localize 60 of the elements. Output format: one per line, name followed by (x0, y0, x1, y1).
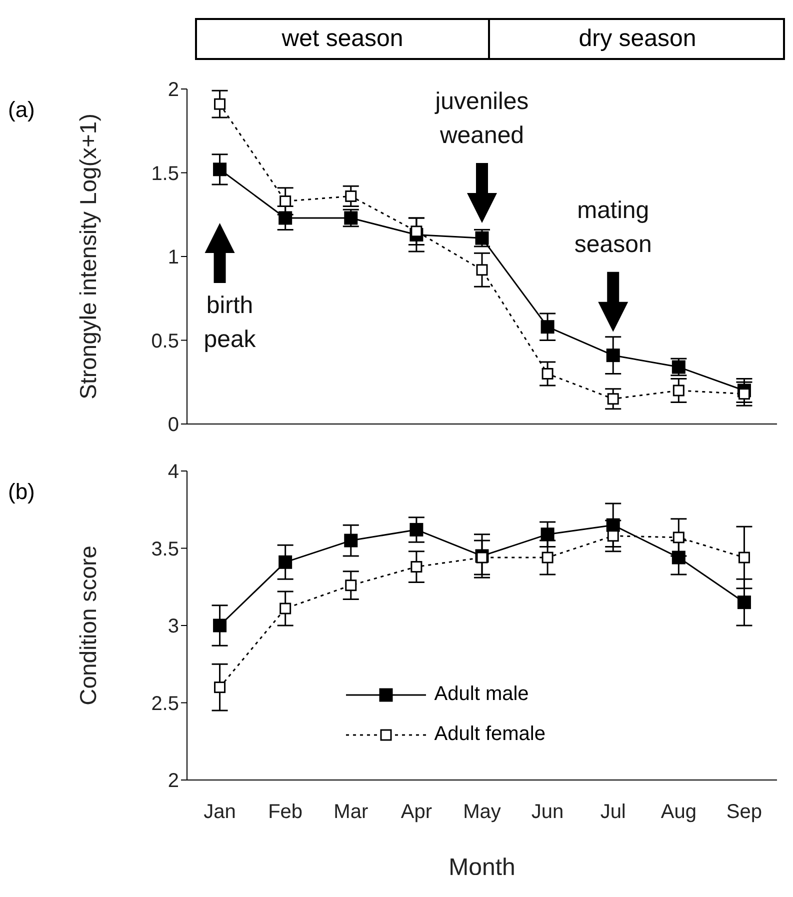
point (738, 388, 750, 400)
x-tick-label: Feb (268, 801, 303, 824)
y-tick-label: 4 (168, 461, 179, 484)
text: wet season (282, 25, 404, 53)
point (738, 552, 750, 564)
x-tick-label: Jun (531, 801, 564, 824)
point (214, 682, 226, 694)
y-axis-title: Strongyle intensity Log(x+1) (75, 114, 101, 400)
point (672, 384, 684, 396)
point (214, 98, 226, 110)
x-tick-label: May (463, 801, 501, 824)
y-tick-label: 0.5 (151, 330, 179, 352)
x-axis-title: Month (448, 854, 516, 881)
y-tick-label: 0 (168, 414, 179, 436)
legend-label: Adult female (434, 723, 546, 746)
point (345, 190, 357, 202)
y-tick-label: 1.5 (151, 162, 179, 185)
point (410, 226, 422, 238)
y-tick-label: 2 (168, 770, 179, 792)
point (476, 264, 488, 276)
point (278, 211, 292, 225)
point (278, 555, 292, 569)
point (607, 393, 619, 405)
y-tick-label: 2.5 (151, 692, 179, 715)
y-tick-label: 3.5 (151, 538, 179, 560)
x-tick-label: Apr (400, 801, 432, 824)
point (213, 162, 227, 176)
annotation: mating season (574, 196, 652, 258)
chart-title: (a) (8, 97, 35, 123)
point (672, 532, 684, 544)
point (345, 580, 357, 592)
x-tick-label: Jan (204, 801, 236, 824)
point (213, 618, 227, 632)
point (540, 320, 554, 334)
legend-label: Adult male (434, 683, 529, 706)
y-tick-label: 2 (168, 79, 179, 102)
point (542, 552, 554, 564)
point (410, 561, 422, 573)
chart-title: (b) (8, 479, 35, 505)
y-tick-label: 1 (168, 246, 179, 269)
x-tick-label: Jul (600, 801, 626, 824)
point (606, 348, 620, 362)
annotation: birth peak (204, 292, 257, 353)
x-tick-label: Sep (726, 801, 762, 824)
point (540, 528, 554, 542)
point (672, 550, 686, 564)
point (737, 596, 751, 610)
point (476, 552, 488, 564)
x-tick-label: Aug (660, 801, 696, 824)
x-tick-label: Mar (334, 801, 368, 824)
point (344, 534, 358, 548)
point (542, 368, 554, 380)
y-tick-label: 3 (168, 616, 179, 638)
point (607, 530, 619, 542)
text: dry season (578, 25, 696, 53)
point (280, 602, 292, 614)
point (410, 522, 424, 536)
point (280, 195, 292, 207)
annotation: juveniles weaned (434, 88, 529, 149)
y-axis-title: Condition score (75, 546, 101, 706)
